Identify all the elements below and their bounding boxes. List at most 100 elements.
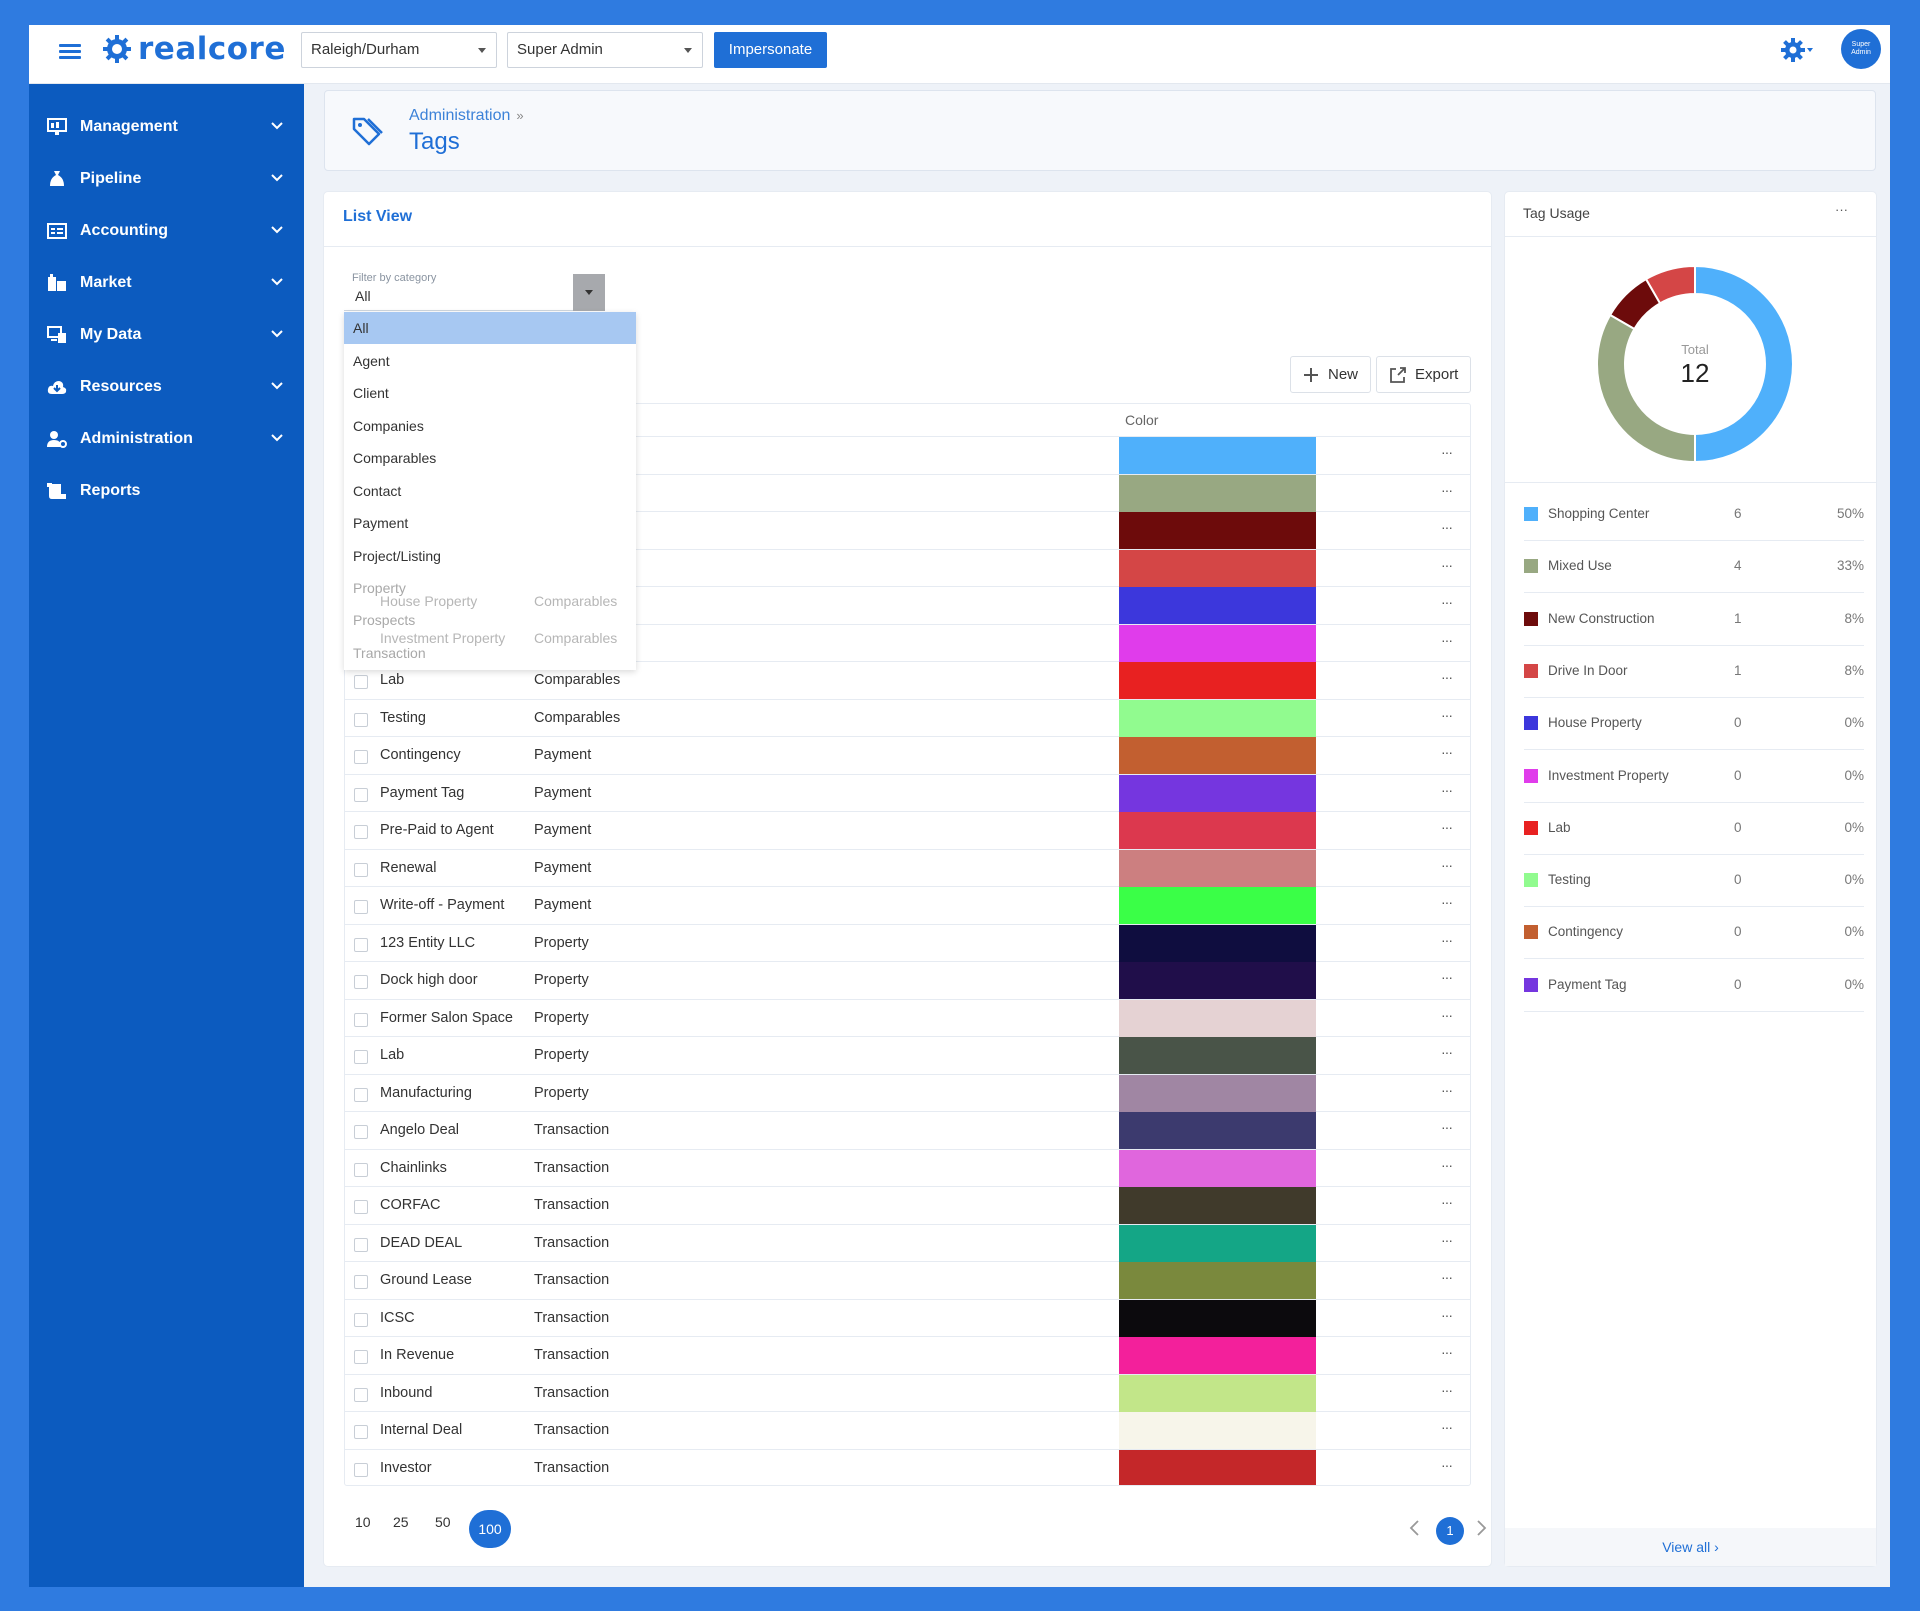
dropdown-option[interactable]: Transaction: [353, 645, 426, 661]
more-options-icon[interactable]: ···: [1835, 202, 1848, 217]
table-row[interactable]: Lab Property ···: [345, 1037, 1470, 1075]
row-checkbox[interactable]: [354, 975, 368, 989]
table-row[interactable]: Ground Lease Transaction ···: [345, 1262, 1470, 1300]
table-row[interactable]: ···: [345, 587, 1470, 625]
row-actions-icon[interactable]: ···: [1441, 894, 1453, 910]
table-row[interactable]: Write-off - Payment Payment ···: [345, 887, 1470, 925]
table-row[interactable]: Angelo Deal Transaction ···: [345, 1112, 1470, 1150]
filter-dropdown-button[interactable]: [573, 274, 605, 311]
sidebar-item-reports[interactable]: Reports: [29, 468, 304, 514]
row-actions-icon[interactable]: ···: [1441, 1269, 1453, 1285]
view-all-link[interactable]: View all ›: [1505, 1528, 1876, 1566]
row-checkbox[interactable]: [354, 1275, 368, 1289]
row-actions-icon[interactable]: ···: [1441, 706, 1453, 723]
chevron-left-icon[interactable]: [1407, 1518, 1423, 1538]
row-checkbox[interactable]: [354, 750, 368, 764]
row-actions-icon[interactable]: ···: [1441, 519, 1453, 535]
table-row[interactable]: DEAD DEAL Transaction ···: [345, 1224, 1470, 1262]
table-row[interactable]: Contingency Payment ···: [345, 737, 1470, 775]
avatar[interactable]: Super Admin: [1841, 29, 1881, 69]
row-checkbox[interactable]: [354, 787, 368, 802]
row-actions-icon[interactable]: ···: [1441, 1081, 1453, 1098]
row-actions-icon[interactable]: ···: [1441, 1194, 1453, 1210]
table-row[interactable]: Inbound Transaction ···: [345, 1374, 1470, 1412]
row-checkbox[interactable]: [354, 1012, 368, 1027]
dropdown-option[interactable]: Agent: [353, 352, 390, 369]
sidebar-item-administration[interactable]: Administration: [29, 416, 304, 462]
row-checkbox[interactable]: [354, 825, 368, 839]
row-checkbox[interactable]: [354, 1162, 368, 1177]
row-actions-icon[interactable]: ···: [1441, 481, 1453, 498]
row-checkbox[interactable]: [354, 862, 368, 877]
table-row[interactable]: Testing Comparables ···: [345, 699, 1470, 737]
row-actions-icon[interactable]: ···: [1441, 1456, 1453, 1473]
dropdown-option[interactable]: Comparables: [353, 450, 437, 466]
row-checkbox[interactable]: [354, 1462, 368, 1477]
table-row[interactable]: In Revenue Transaction ···: [345, 1337, 1470, 1375]
impersonate-button[interactable]: Impersonate: [714, 32, 827, 68]
sidebar-item-market[interactable]: Market: [29, 260, 304, 306]
table-row[interactable]: ···: [345, 437, 1470, 475]
row-checkbox[interactable]: [354, 1312, 368, 1327]
table-row[interactable]: Renewal Payment ···: [345, 849, 1470, 887]
dropdown-option[interactable]: Client: [353, 385, 389, 401]
row-actions-icon[interactable]: ···: [1441, 444, 1453, 460]
table-row[interactable]: Dock high door Property ···: [345, 962, 1470, 1000]
dropdown-option[interactable]: Contact: [353, 482, 402, 499]
row-checkbox[interactable]: [354, 1200, 368, 1214]
table-row[interactable]: Investor Transaction ···: [345, 1449, 1470, 1485]
row-actions-icon[interactable]: ···: [1441, 594, 1453, 610]
chevron-right-icon[interactable]: [1473, 1518, 1489, 1538]
dropdown-option[interactable]: All: [344, 312, 636, 344]
row-checkbox[interactable]: [354, 712, 368, 727]
page-size-50[interactable]: 50: [435, 1514, 451, 1530]
settings-gear-icon[interactable]: [1779, 35, 1815, 65]
breadcrumb-link[interactable]: Administration: [409, 107, 511, 124]
row-actions-icon[interactable]: ···: [1441, 556, 1453, 573]
dropdown-option[interactable]: Prospects: [353, 612, 416, 628]
table-row[interactable]: ···: [345, 624, 1470, 662]
sidebar-item-accounting[interactable]: Accounting: [29, 208, 304, 254]
sidebar-item-resources[interactable]: Resources: [29, 364, 304, 410]
row-actions-icon[interactable]: ···: [1441, 669, 1453, 685]
dropdown-option[interactable]: Project/Listing: [353, 547, 441, 564]
export-button[interactable]: Export: [1376, 356, 1472, 393]
row-checkbox[interactable]: [354, 1237, 368, 1252]
table-row[interactable]: Former Salon Space Property ···: [345, 999, 1470, 1037]
sidebar-item-management[interactable]: Management: [29, 104, 304, 150]
row-actions-icon[interactable]: ···: [1441, 969, 1453, 985]
row-actions-icon[interactable]: ···: [1441, 1006, 1453, 1023]
table-row[interactable]: ICSC Transaction ···: [345, 1299, 1470, 1337]
row-actions-icon[interactable]: ···: [1441, 1419, 1453, 1435]
page-size-100[interactable]: 100: [469, 1510, 511, 1548]
dropdown-option[interactable]: Property: [353, 580, 406, 596]
row-actions-icon[interactable]: ···: [1441, 631, 1453, 648]
row-checkbox[interactable]: [354, 1350, 368, 1364]
row-actions-icon[interactable]: ···: [1441, 1381, 1453, 1398]
role-select[interactable]: Super Admin: [507, 32, 703, 68]
row-checkbox[interactable]: [354, 1425, 368, 1439]
row-actions-icon[interactable]: ···: [1441, 781, 1453, 798]
row-checkbox[interactable]: [354, 1050, 368, 1064]
table-row[interactable]: Payment Tag Payment ···: [345, 774, 1470, 812]
row-checkbox[interactable]: [354, 675, 368, 689]
logo[interactable]: realcore: [102, 31, 286, 67]
current-page[interactable]: 1: [1436, 1517, 1464, 1545]
row-checkbox[interactable]: [354, 900, 368, 914]
dropdown-option[interactable]: Companies: [353, 417, 424, 434]
row-actions-icon[interactable]: ···: [1441, 1119, 1453, 1135]
new-button[interactable]: New: [1290, 356, 1372, 393]
table-row[interactable]: ···: [345, 549, 1470, 587]
row-actions-icon[interactable]: ···: [1441, 744, 1453, 760]
row-checkbox[interactable]: [354, 937, 368, 952]
page-size-10[interactable]: 10: [355, 1514, 371, 1530]
row-actions-icon[interactable]: ···: [1441, 1306, 1453, 1323]
row-actions-icon[interactable]: ···: [1441, 856, 1453, 873]
table-row[interactable]: ···: [345, 474, 1470, 512]
row-actions-icon[interactable]: ···: [1441, 1044, 1453, 1060]
row-actions-icon[interactable]: ···: [1441, 1156, 1453, 1173]
row-checkbox[interactable]: [354, 1387, 368, 1402]
row-actions-icon[interactable]: ···: [1441, 931, 1453, 948]
row-actions-icon[interactable]: ···: [1441, 1344, 1453, 1360]
table-row[interactable]: Lab Comparables ···: [345, 662, 1470, 700]
